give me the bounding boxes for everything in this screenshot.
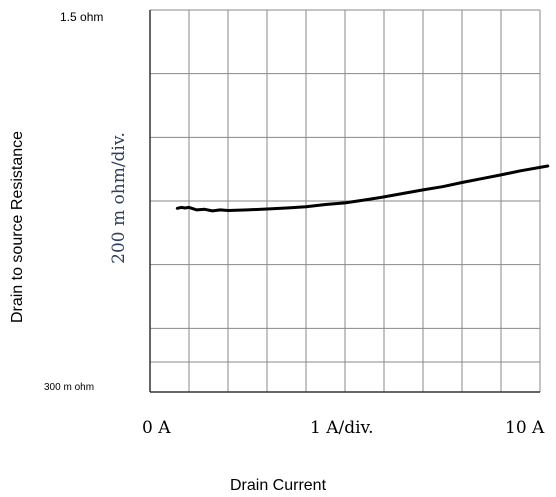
y-scale-note: 200 m ohm/div. (109, 132, 129, 264)
x-tick-label-middle: 1 A/div. (310, 418, 374, 438)
x-tick-label-start: 0 A (142, 418, 171, 438)
x-axis-label: Drain Current (230, 477, 327, 494)
grid (150, 9, 541, 392)
x-tick-label-end: 10 A (505, 418, 545, 438)
series-line (175, 164, 550, 213)
y-bottom-label: 300 m ohm (44, 382, 94, 393)
axes (149, 10, 540, 393)
y-top-label: 1.5 ohm (60, 10, 103, 24)
y-axis-label: Drain to source Resistance (9, 131, 26, 323)
